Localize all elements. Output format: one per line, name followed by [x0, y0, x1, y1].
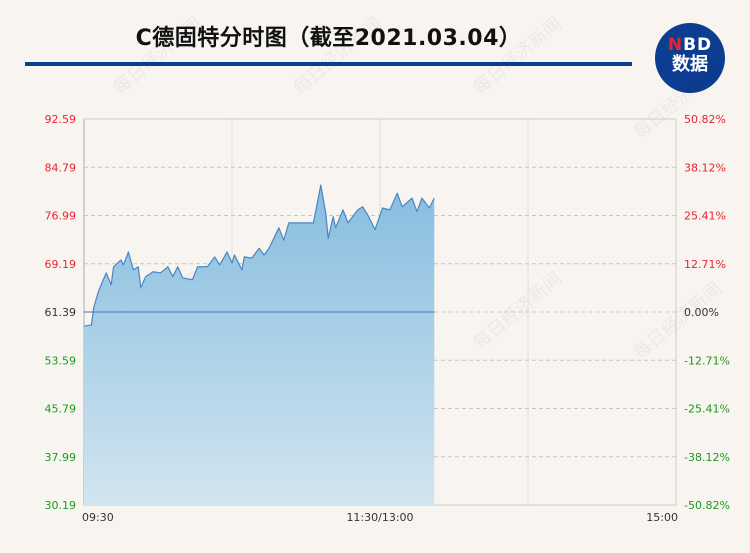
y-tick-label-left: 76.99: [45, 210, 77, 223]
y-tick-label-right: -38.12%: [684, 451, 730, 464]
watermark: 每日经济新闻: [110, 13, 206, 99]
logo-subtitle: 数据: [672, 54, 708, 75]
logo-bd: BD: [683, 35, 713, 55]
y-tick-label-right: -25.41%: [684, 403, 730, 416]
y-tick-label-right: -12.71%: [684, 354, 730, 367]
nbd-logo: NBD 数据: [655, 23, 725, 93]
price-line: [83, 184, 435, 327]
page-title: C德固特分时图（截至2021.03.04）: [135, 26, 522, 51]
y-tick-label-right: 0.00%: [684, 306, 719, 319]
watermark: 每日经济新闻: [470, 268, 566, 354]
watermark: 每日经济新闻: [630, 58, 726, 144]
y-tick-label-left: 61.39: [45, 306, 77, 319]
watermark: 每日经济新闻: [630, 278, 726, 364]
y-tick-label-left: 53.59: [45, 354, 77, 367]
price-area: [84, 185, 435, 505]
y-tick-label-left: 37.99: [45, 451, 77, 464]
watermark: 每日经济新闻: [290, 13, 386, 99]
y-tick-label-left: 69.19: [45, 258, 77, 271]
y-tick-label-left: 30.19: [45, 499, 77, 512]
logo-n: N: [667, 35, 684, 55]
y-tick-label-left: 84.79: [45, 161, 77, 174]
x-tick-label: 15:00: [646, 511, 678, 524]
y-tick-label-left: 92.59: [45, 113, 77, 126]
watermark: 每日经济新闻: [470, 13, 566, 99]
y-tick-label-right: -50.82%: [684, 499, 730, 512]
y-tick-label-left: 45.79: [45, 403, 77, 416]
x-tick-label: 11:30/13:00: [346, 511, 413, 524]
x-tick-label: 09:30: [82, 511, 114, 524]
y-tick-label-right: 25.41%: [684, 210, 726, 223]
y-tick-label-right: 38.12%: [684, 161, 726, 174]
y-tick-label-right: 50.82%: [684, 113, 726, 126]
y-tick-label-right: 12.71%: [684, 258, 726, 271]
title-underline: [25, 62, 632, 66]
